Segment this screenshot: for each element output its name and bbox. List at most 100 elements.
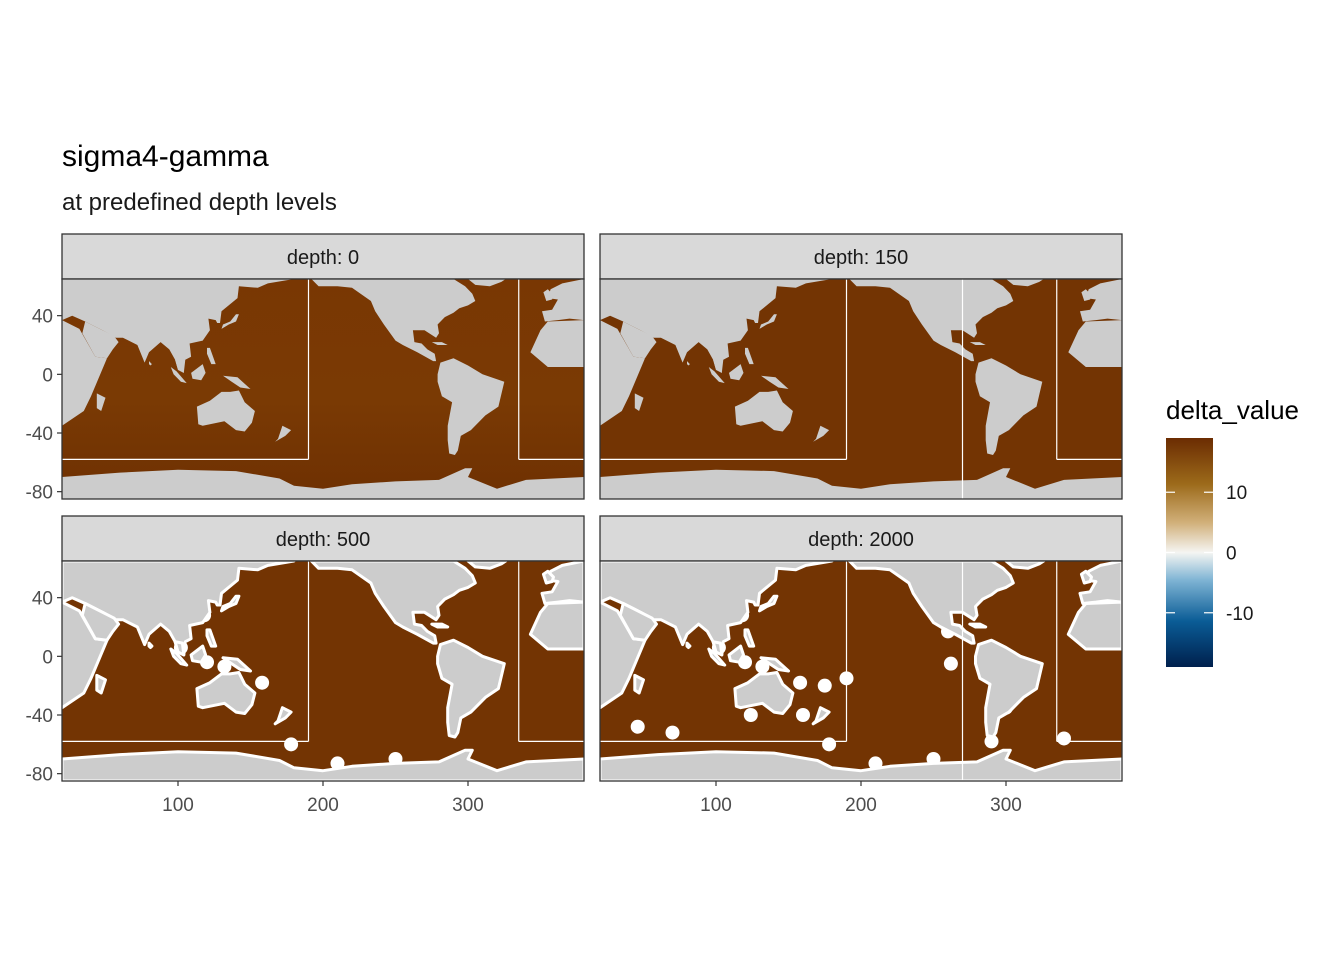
facet-strip (61, 515, 585, 562)
land-greenland (1004, 561, 1046, 570)
land-cuba (431, 342, 448, 345)
facet-panel-150: depth: 150 (599, 233, 1151, 500)
facet-strip-label: depth: 2000 (808, 529, 914, 551)
land-new-zealand (275, 425, 292, 442)
land-new-guinea (221, 656, 252, 673)
legend-tick-label: 10 (1226, 483, 1247, 504)
land-borneo (727, 644, 745, 664)
land-australia (734, 390, 793, 432)
panel-border (61, 278, 585, 500)
land-arabia-gap (82, 321, 119, 359)
land-north-america (311, 279, 476, 362)
land-arabia-gap (618, 602, 658, 642)
land-uk (1081, 289, 1092, 301)
land-borneo (729, 364, 744, 381)
land-madagascar (96, 393, 106, 411)
land-indochina-peninsula (173, 640, 186, 657)
land-sri-lanka (147, 641, 154, 649)
land-indochina-peninsula (713, 359, 722, 373)
land-indochina-peninsula (711, 640, 724, 657)
facet-strip (599, 233, 1123, 280)
land-south-america (975, 358, 1043, 455)
legend: delta_value 10 0 -10 (1166, 395, 1299, 667)
land-north-america (849, 279, 1014, 362)
land-europe-asia (62, 279, 294, 373)
land-south-america (974, 638, 1044, 739)
land-antarctica (62, 748, 584, 781)
facet-strip-label: depth: 500 (276, 529, 371, 551)
y-tick-label: -80 (26, 483, 53, 504)
land-madagascar (95, 673, 107, 695)
land-antarctica (600, 468, 1122, 499)
y-tick-label: -80 (26, 765, 53, 786)
land-europe-wrap (540, 561, 584, 605)
land-cuba (968, 622, 988, 629)
land-philippines (207, 347, 216, 365)
land-sumatra (707, 647, 727, 667)
land-madagascar (634, 393, 644, 411)
land-uk (543, 289, 554, 301)
land-new-zealand (811, 706, 831, 726)
facet-panel-500: depth: 500 40 0 -40 -80 100 200 300 (26, 515, 585, 816)
legend-ticks: 10 0 -10 (1166, 483, 1253, 625)
y-tick-label: 0 (42, 647, 53, 668)
land-africa-west-wrap (1066, 600, 1122, 651)
missing-data-cell (755, 659, 770, 674)
land-new-guinea (759, 656, 790, 673)
missing-data-cell (1057, 731, 1071, 746)
x-tick-label: 100 (700, 795, 732, 816)
missing-data-cell (793, 675, 808, 690)
land-africa-wrap (1122, 320, 1151, 345)
missing-data-cell (817, 678, 832, 693)
land-new-zealand (813, 425, 830, 442)
land-australia (196, 390, 255, 432)
land-japan (221, 314, 239, 329)
land-europe-asia (62, 561, 296, 657)
land-japan (220, 594, 241, 613)
land-africa (62, 320, 107, 426)
legend-title: delta_value (1166, 395, 1299, 425)
land-south-america (437, 358, 505, 455)
facet-map (600, 279, 1151, 499)
land-uk (1079, 569, 1093, 585)
land-antarctica (600, 748, 1122, 781)
land-borneo (191, 364, 206, 381)
facet-strip-label: depth: 150 (814, 247, 909, 269)
land-africa-west-wrap (1068, 320, 1122, 367)
land-sri-lanka (149, 361, 152, 366)
land-cuba (969, 342, 986, 345)
facet-map (62, 561, 584, 781)
land-greenland (1006, 279, 1044, 287)
missing-data-cell (984, 734, 999, 749)
facet-strip (599, 515, 1123, 562)
missing-data-cell (284, 737, 299, 752)
land-new-guinea (223, 375, 251, 389)
land-philippines (205, 628, 218, 648)
land-sri-lanka (685, 641, 692, 649)
land-europe-asia (600, 279, 832, 373)
land-africa (600, 320, 645, 426)
land-borneo (189, 644, 208, 664)
land-japan (759, 314, 777, 329)
facet-panel-0: depth: 0 40 0 -40 -80 (26, 233, 585, 504)
land-europe-asia (600, 561, 834, 657)
land-sumatra (708, 367, 725, 384)
x-tick-label: 100 (162, 795, 194, 816)
missing-data-cell (943, 656, 958, 671)
land-madagascar (633, 673, 645, 695)
land-north-america (309, 561, 477, 645)
land-europe-wrap (1080, 279, 1122, 322)
missing-data-cell (743, 708, 758, 722)
missing-data-cell (822, 737, 837, 752)
y-tick-label: 0 (42, 365, 53, 386)
missing-data-cell (217, 659, 232, 674)
land-cuba (430, 622, 450, 629)
land-australia (195, 671, 257, 715)
land-indochina-peninsula (175, 359, 184, 373)
land-japan (758, 594, 779, 613)
land-australia (733, 671, 795, 715)
y-tick-label: 40 (32, 307, 53, 328)
land-new-zealand (273, 706, 293, 726)
missing-data-cell (796, 708, 810, 722)
